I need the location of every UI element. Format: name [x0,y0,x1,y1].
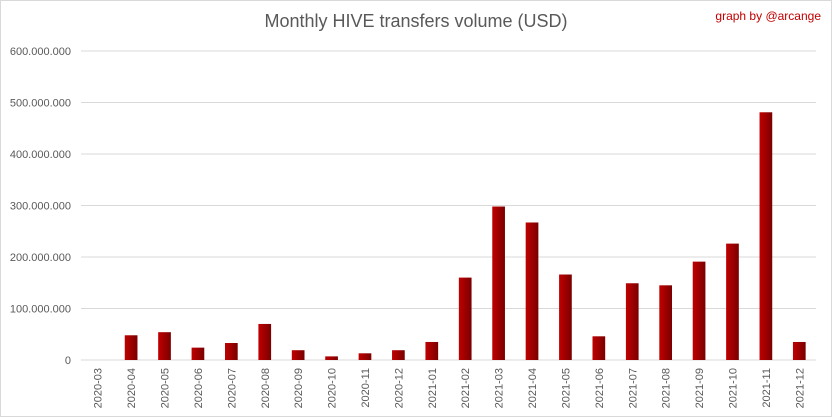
y-tick-label: 500.000.000 [10,98,71,110]
bar-2020-10 [325,356,338,360]
x-tick-label: 2021-02 [460,368,472,408]
y-tick-label: 100.000.000 [10,304,71,316]
bar-2020-06 [191,347,205,360]
x-tick-label: 2021-01 [427,368,439,408]
y-tick-label: 200.000.000 [10,252,71,264]
bar-2021-01 [425,341,439,360]
chart-credit: graph by @arcange [715,9,821,23]
bar-2020-05 [158,332,171,360]
x-tick-label: 2020-12 [393,368,405,408]
x-tick-label: 2021-11 [761,368,773,408]
x-tick-label: 2021-12 [794,368,806,408]
bar-2020-07 [224,343,238,360]
x-tick-label: 2020-05 [160,368,172,408]
x-tick-label: 2021-03 [494,368,506,408]
bar-2020-09 [291,350,305,360]
y-tick-label: 400.000.000 [10,149,71,161]
bar-2020-08 [258,323,272,360]
x-tick-label: 2021-05 [560,368,572,408]
gridlines [81,50,816,361]
bars [124,112,806,360]
x-axis: 2020-03 2020-04 2020-05 2020-06 2020-07 2020-… [93,368,807,408]
chart-title: Monthly HIVE transfers volume (USD) [264,11,568,31]
bar-2021-11 [759,112,773,360]
y-tick-label: 0 [65,355,71,367]
bar-2021-08 [659,285,673,360]
bar-2021-09 [692,261,706,360]
bar-2021-07 [625,283,639,360]
bar-2021-02 [458,277,472,360]
bar-2021-03 [492,206,505,360]
x-tick-label: 2021-07 [627,368,639,408]
x-tick-label: 2021-10 [727,368,739,408]
x-tick-label: 2020-07 [226,368,238,408]
x-tick-label: 2020-10 [327,368,339,408]
bar-2021-12 [792,341,806,360]
x-tick-label: 2020-03 [93,368,105,408]
bar-2020-12 [392,350,405,360]
bar-2020-11 [358,353,372,360]
y-tick-label: 300.000.000 [10,201,71,213]
x-tick-label: 2020-06 [193,368,205,408]
x-tick-label: 2020-08 [260,368,272,408]
x-tick-label: 2021-08 [661,368,673,408]
x-tick-label: 2020-09 [293,368,305,408]
x-tick-label: 2021-04 [527,368,539,408]
x-tick-label: 2020-04 [126,368,138,408]
y-axis: 0 100.000.000 200.000.000 300.000.000 400.00… [10,46,71,367]
bar-2020-04 [124,335,138,360]
bar-2021-06 [592,336,606,360]
x-tick-label: 2020-11 [360,368,372,408]
bar-2021-10 [726,243,739,360]
bar-2021-04 [525,222,539,360]
x-tick-label: 2021-06 [594,368,606,408]
x-tick-label: 2021-09 [694,368,706,408]
bar-2021-05 [559,274,572,360]
y-tick-label: 600.000.000 [10,46,71,58]
